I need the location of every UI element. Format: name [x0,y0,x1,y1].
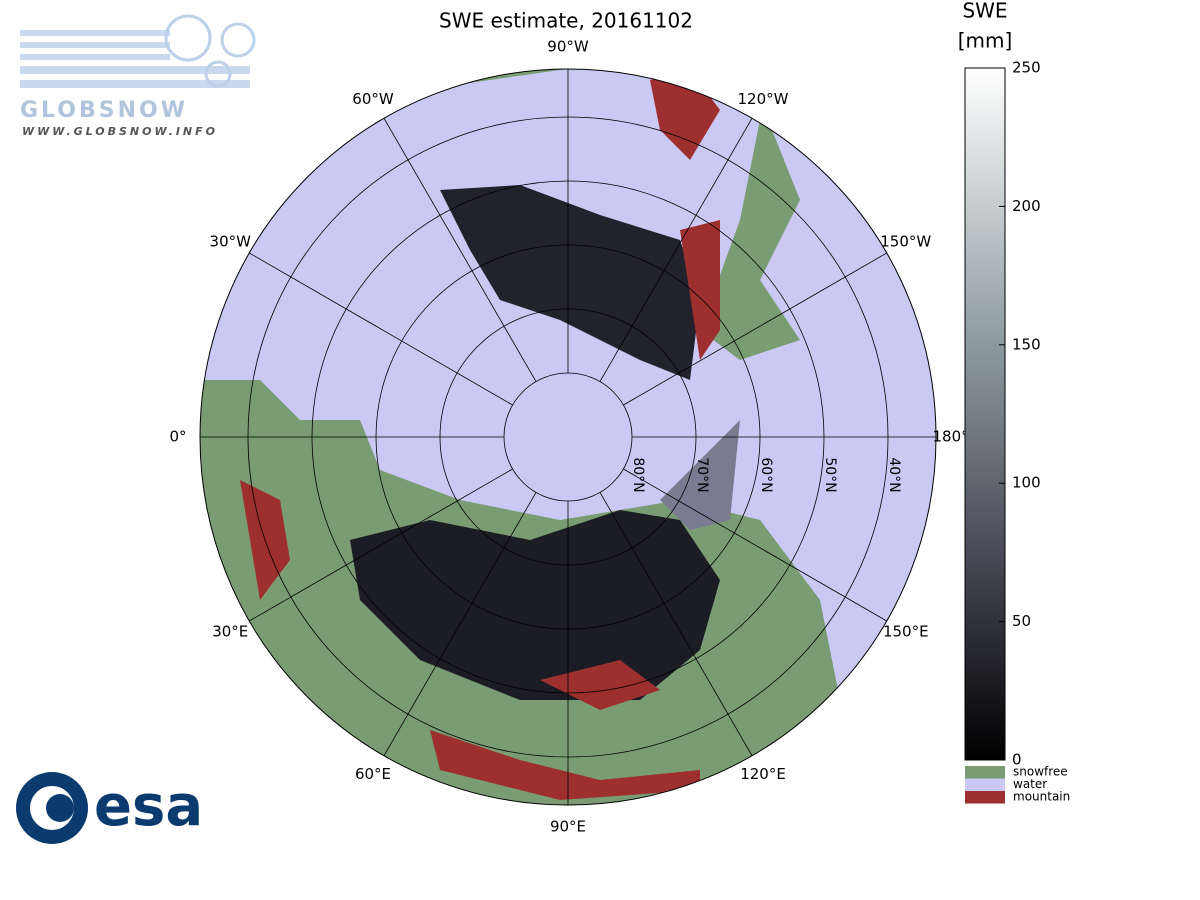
colorbar-tick-label: 100 [1012,474,1041,492]
meridian-label: 120°E [740,765,786,783]
meridian-label: 150°E [883,623,929,641]
graticule: 40°N 50°N 60°N 70°N 80°N 0° 30°W 60°W 90°W 120°W 1… [169,38,983,836]
parallel-label: 80°N [630,457,646,492]
legend-swatch [965,778,1005,791]
meridian-label: 0° [169,428,186,446]
meridian-label: 30°W [210,233,252,251]
meridian [599,118,753,382]
meridian [249,468,513,622]
legend-label: mountain [1013,790,1070,804]
map-disc [200,69,936,805]
meridian [249,252,513,406]
logo-url: WWW.GLOBSNOW.INFO [22,125,218,138]
colorbar-label: [mm] [958,29,1013,53]
parallel-label: 70°N [694,457,710,492]
legend-swatch [965,766,1005,779]
globsnow-logo: GLOBSNOW WWW.GLOBSNOW.INFO [20,14,256,138]
colorbar-tick-label: 200 [1012,197,1041,215]
esa-logo: esa [16,772,203,844]
meridian-label: 60°E [355,765,391,783]
meridian [383,492,537,756]
parallel-label: 60°N [758,457,774,492]
meridian-label: 150°W [880,233,931,251]
map-border [199,68,937,806]
legend-label: snowfree [1013,765,1068,779]
esa-text: esa [94,774,203,839]
parallel-label: 40°N [886,457,902,492]
meridian [383,118,537,382]
meridian [623,468,887,622]
meridian-label: 30°E [212,623,248,641]
meridian-label: 120°W [738,90,789,108]
parallel-label: 50°N [822,457,838,492]
colorbar [964,67,1006,761]
map-title: SWE estimate, 20161102 [439,9,693,33]
meridian [599,492,753,756]
colorbar-tick-label: 250 [1012,59,1041,77]
logo-text: GLOBSNOW [20,98,188,123]
legend-label: water [1013,777,1047,791]
colorbar-tick-label: 150 [1012,335,1041,353]
legend-swatch [965,791,1005,804]
meridian [623,252,887,406]
colorbar-tick-label: 50 [1012,612,1031,630]
meridian-label: 90°W [547,38,589,56]
colorbar-tick-label: 0 [1012,751,1022,769]
meridian-label: 60°W [352,90,394,108]
colorbar-label: SWE [962,0,1007,23]
meridian-label: 90°E [550,818,586,836]
